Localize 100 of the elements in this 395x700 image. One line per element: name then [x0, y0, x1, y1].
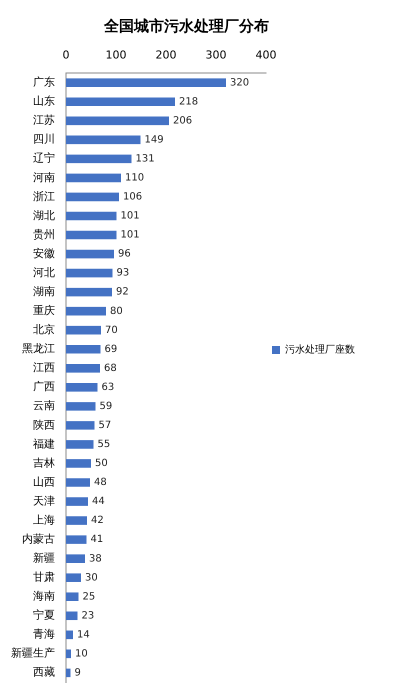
bar — [66, 306, 106, 316]
data-label: 69 — [104, 344, 118, 355]
bar — [66, 535, 86, 544]
bar — [66, 573, 81, 582]
data-label: 48 — [94, 477, 107, 488]
y-tick-label: 吉林 — [33, 456, 55, 470]
data-label: 218 — [179, 96, 198, 108]
data-label: 101 — [120, 230, 140, 241]
y-tick-label: 重庆 — [33, 304, 55, 318]
data-label: 320 — [230, 77, 250, 88]
y-tick-label: 新疆 — [33, 552, 55, 565]
y-tick-label: 江苏 — [33, 114, 55, 127]
data-label: 80 — [110, 306, 123, 317]
bar — [66, 516, 87, 525]
bar — [66, 459, 91, 468]
bar — [66, 326, 101, 334]
y-tick-label: 青海 — [33, 628, 55, 641]
chart-title: 全国城市污水处理厂分布 — [103, 16, 269, 35]
data-label: 50 — [95, 458, 108, 470]
y-tick-label: 河南 — [33, 170, 55, 184]
bar — [66, 230, 116, 240]
y-tick-label: 海南 — [33, 590, 55, 603]
y-tick-label: 湖北 — [33, 208, 55, 222]
data-label: 110 — [125, 172, 144, 184]
bar — [66, 174, 121, 182]
data-label: 25 — [82, 591, 96, 602]
bar — [66, 554, 85, 563]
data-label: 38 — [89, 553, 102, 564]
y-tick-label: 宁夏 — [33, 608, 55, 622]
y-tick-label: 江西 — [33, 361, 55, 374]
bar — [66, 288, 112, 296]
x-tick-label: 0 — [62, 48, 70, 62]
y-tick-label: 安徽 — [33, 246, 55, 260]
bar — [66, 136, 140, 144]
bar — [66, 611, 78, 620]
y-tick-label: 山东 — [33, 94, 55, 108]
y-tick-label: 广东 — [33, 76, 55, 89]
bar — [66, 650, 71, 658]
y-tick-label: 云南 — [33, 399, 55, 412]
bar — [66, 116, 169, 126]
y-tick-label: 广西 — [33, 380, 55, 394]
data-label: 55 — [98, 439, 110, 450]
data-label: 206 — [173, 115, 192, 126]
data-label: 41 — [90, 534, 104, 546]
bar — [66, 192, 119, 202]
y-tick-label: 天津 — [33, 494, 55, 508]
y-tick-label: 甘肃 — [33, 570, 55, 584]
y-tick-label: 北京 — [33, 323, 55, 336]
data-label: 44 — [92, 496, 105, 508]
y-tick-label: 黑龙江 — [22, 342, 55, 356]
data-label: 93 — [116, 268, 130, 279]
y-tick-label: 四川 — [33, 132, 55, 146]
bar — [66, 497, 88, 506]
data-label: 131 — [136, 153, 155, 164]
data-label: 63 — [102, 382, 114, 393]
y-tick-label: 湖南 — [33, 284, 55, 298]
data-label: 23 — [82, 610, 94, 622]
data-label: 149 — [144, 134, 164, 146]
y-tick-label: 新疆生产 — [11, 646, 55, 660]
data-label: 68 — [104, 362, 117, 374]
bar — [66, 592, 78, 602]
bar — [66, 97, 175, 106]
y-tick-label: 内蒙古 — [22, 532, 55, 546]
bar — [66, 364, 100, 373]
bar — [66, 440, 94, 449]
data-label: 70 — [105, 324, 118, 336]
data-label: 92 — [116, 286, 129, 298]
y-tick-label: 西藏 — [33, 666, 55, 679]
data-label: 106 — [123, 192, 142, 203]
bar — [66, 478, 90, 487]
bar — [66, 668, 70, 678]
y-tick-label: 山西 — [33, 475, 55, 488]
data-label: 96 — [118, 248, 131, 260]
y-tick-label: 福建 — [33, 437, 55, 450]
bar — [66, 402, 96, 411]
data-label: 57 — [98, 420, 112, 431]
bar — [66, 383, 98, 392]
bar — [66, 268, 112, 278]
data-label: 59 — [100, 400, 112, 412]
bar — [66, 630, 73, 640]
data-label: 30 — [85, 572, 98, 584]
bar — [66, 421, 94, 430]
y-tick-label: 陕西 — [33, 418, 55, 432]
bar — [66, 154, 132, 164]
bar — [66, 78, 226, 87]
y-tick-label: 浙江 — [33, 190, 55, 203]
y-tick-label: 上海 — [33, 513, 55, 526]
x-tick-label: 400 — [256, 48, 276, 62]
bar — [66, 344, 100, 354]
bar — [66, 250, 114, 258]
data-label: 101 — [120, 210, 140, 222]
legend-label: 污水处理厂座数 — [285, 344, 355, 356]
data-label: 10 — [75, 648, 88, 660]
x-tick-label: 200 — [156, 48, 176, 62]
x-tick-label: 100 — [106, 48, 126, 62]
bar — [66, 212, 116, 220]
data-label: 42 — [91, 515, 104, 526]
y-tick-label: 贵州 — [33, 228, 55, 241]
y-tick-label: 河北 — [33, 266, 55, 279]
x-tick-label: 300 — [206, 48, 226, 62]
